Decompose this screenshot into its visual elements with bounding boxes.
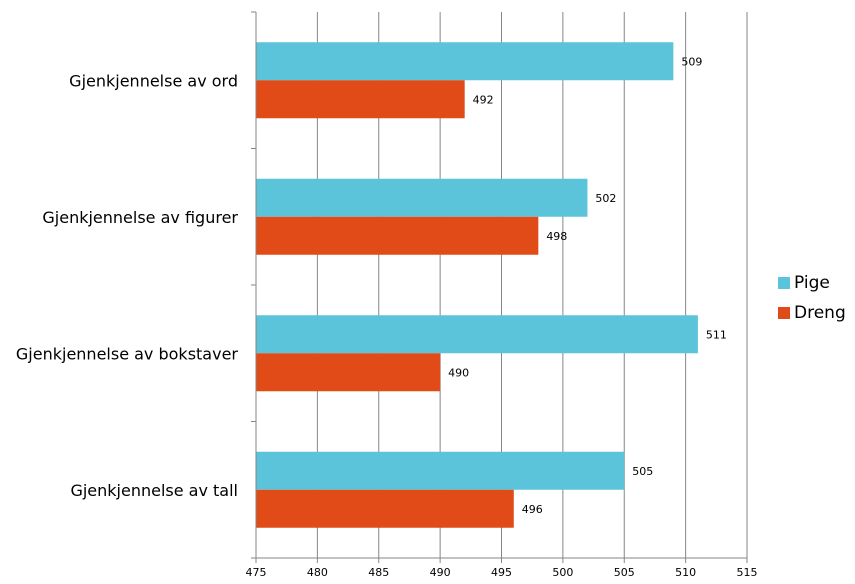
legend-swatch-dreng [778,307,790,319]
data-label: 496 [522,503,543,516]
axes [251,11,748,563]
category-label: Gjenkjennelse av ord [69,71,238,90]
bar-dreng-2 [256,216,539,255]
legend-item-pige: Pige [778,268,846,298]
x-tick-label: 515 [737,566,758,579]
data-label: 498 [546,230,567,243]
x-tick-label: 500 [552,566,573,579]
bar-dreng-1 [256,80,465,119]
data-label: 502 [595,192,616,205]
bar-dreng-4 [256,489,514,528]
data-label: 490 [448,366,469,379]
bar-pige-3 [256,315,698,354]
category-label: Gjenkjennelse av figurer [42,208,238,227]
category-label: Gjenkjennelse av bokstaver [16,344,239,363]
bars [256,42,698,528]
bar-pige-4 [256,451,625,490]
data-label: 505 [632,465,653,478]
labels: 475 480 485 490 495 500 505 510 515 509 492 Gjenkje… [16,55,758,579]
bar-pige-2 [256,178,588,217]
legend: Pige Dreng [778,268,846,328]
x-tick-label: 485 [368,566,389,579]
legend-label-pige: Pige [794,273,830,293]
x-tick-label: 480 [307,566,328,579]
data-label: 492 [473,93,494,106]
x-tick-label: 505 [614,566,635,579]
x-tick-label: 490 [430,566,451,579]
legend-item-dreng: Dreng [778,298,846,328]
bar-dreng-3 [256,353,441,392]
x-tick-label: 475 [246,566,267,579]
bar-pige-1 [256,42,674,81]
data-label: 509 [681,55,702,68]
legend-swatch-pige [778,277,790,289]
x-tick-label: 495 [491,566,512,579]
legend-label-dreng: Dreng [794,303,846,323]
data-label: 511 [706,328,727,341]
category-label: Gjenkjennelse av tall [70,481,238,500]
x-tick-label: 510 [675,566,696,579]
